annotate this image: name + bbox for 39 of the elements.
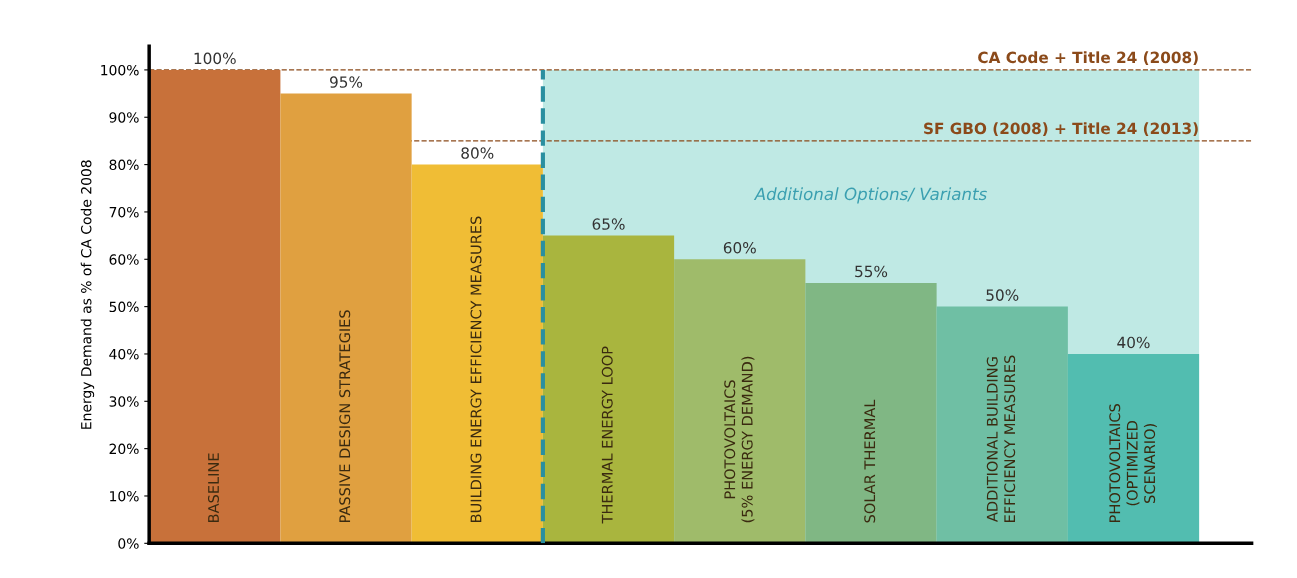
ref-line-label: SF GBO (2008) + Title 24 (2013) (924, 122, 1198, 136)
y-tick-label: 50% (109, 301, 139, 313)
bar (411, 164, 543, 544)
x-tick-label: PHOTOVOLTAICS (5% ENERGY DEMAND) (724, 356, 755, 523)
band-label: Additional Options/ Variants (753, 187, 987, 204)
y-tick-label: 20% (109, 443, 139, 455)
y-axis-title: Energy Demand as % of CA Code 2008 (80, 160, 95, 429)
y-tick-label: 90% (109, 112, 139, 123)
bar (280, 93, 412, 544)
bar (1067, 353, 1200, 544)
bar (805, 282, 937, 544)
y-tick-label: 40% (109, 348, 139, 360)
ref-line-label: CA Code + Title 24 (2008) (978, 51, 1198, 65)
y-tick-label: 100% (101, 64, 139, 76)
x-tick-label: SOLAR THERMAL (864, 399, 876, 523)
x-tick-label: BASELINE (207, 453, 220, 523)
y-tick-label: 30% (109, 396, 139, 407)
data-label: 55% (855, 265, 888, 278)
y-tick-label: 0% (118, 538, 139, 549)
data-label: 60% (723, 241, 756, 254)
x-tick-label: BUILDING ENERGY EFFICIENCY MEASURES (470, 216, 482, 523)
bar (674, 259, 806, 544)
bar (542, 235, 675, 544)
x-tick-label: PASSIVE DESIGN STRATEGIES (339, 310, 351, 523)
x-tick-label: ADDITIONAL BUILDING EFFICIENCY MEASURES (986, 355, 1016, 523)
x-tick-label: PHOTOVOLTAICS (OPTIMIZED SCENARIO) (1109, 404, 1157, 523)
data-label: 80% (461, 147, 494, 159)
bar (149, 69, 281, 544)
y-tick-label: 60% (109, 254, 139, 265)
x-tick-label: THERMAL ENERGY LOOP (601, 346, 613, 524)
data-label: 40% (1117, 336, 1150, 349)
data-label: 65% (592, 218, 625, 230)
y-tick-label: 10% (110, 490, 139, 502)
bar (936, 306, 1068, 544)
data-label: 50% (986, 289, 1019, 301)
y-tick-label: 70% (109, 206, 139, 218)
data-label: 95% (330, 76, 363, 88)
data-label: 100% (194, 52, 236, 65)
y-tick-label: 80% (109, 159, 139, 171)
